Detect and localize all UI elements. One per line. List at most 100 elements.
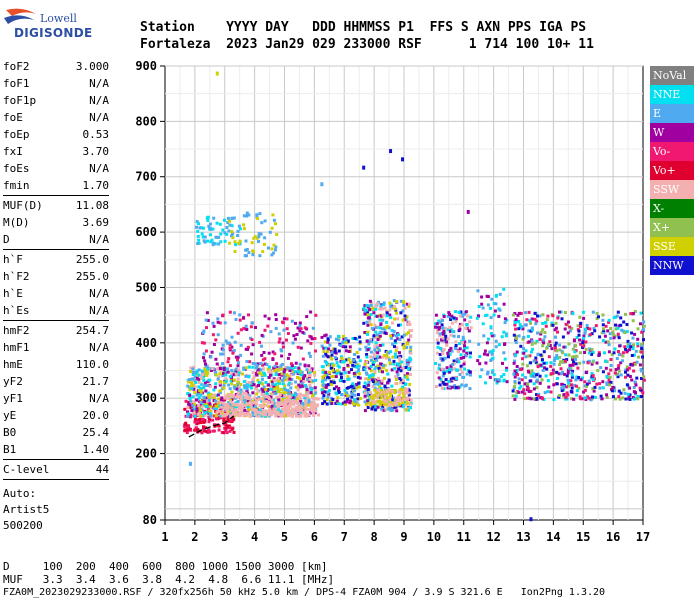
echo-point: [441, 352, 445, 356]
echo-point: [235, 387, 239, 391]
echo-point: [541, 322, 545, 325]
echo-point: [263, 236, 267, 240]
param-value: 20.0: [82, 409, 110, 422]
echo-point: [594, 324, 598, 328]
echo-point: [437, 319, 441, 323]
param-row: yF2 21.7: [3, 373, 109, 390]
echo-point: [332, 374, 335, 378]
echo-point: [388, 397, 391, 401]
echo-point: [483, 352, 486, 356]
echo-point: [627, 366, 631, 370]
echo-point: [485, 341, 489, 345]
echo-point: [547, 355, 551, 359]
echo-point: [551, 314, 555, 318]
echo-point: [239, 413, 242, 417]
echo-point: [283, 399, 287, 402]
echo-point: [230, 224, 234, 228]
echo-point: [560, 317, 564, 321]
echo-point: [391, 389, 395, 393]
echo-point: [568, 329, 572, 333]
echo-point: [232, 349, 236, 352]
echo-point: [387, 351, 391, 355]
echo-point: [441, 336, 445, 340]
echo-point: [640, 345, 644, 349]
echo-point: [237, 373, 241, 377]
echo-point: [612, 316, 616, 320]
echo-point: [312, 401, 316, 405]
echo-point: [227, 419, 231, 423]
param-row: B1 1.40: [3, 441, 109, 458]
param-row: foEp 0.53: [3, 126, 109, 143]
echo-point: [562, 385, 566, 389]
echo-point: [596, 369, 600, 372]
echo-point: [197, 400, 201, 403]
echo-point: [204, 349, 208, 353]
echo-point: [394, 355, 398, 359]
echo-point: [303, 412, 307, 416]
echo-point: [193, 370, 197, 374]
echo-point: [392, 367, 396, 371]
echo-point: [363, 362, 367, 366]
echo-point: [575, 354, 579, 358]
echo-point: [463, 367, 466, 371]
echo-point: [338, 378, 342, 382]
echo-point: [310, 337, 314, 341]
echo-point: [514, 318, 518, 322]
echo-point: [258, 404, 262, 408]
echo-point: [287, 383, 291, 387]
echo-point: [270, 392, 274, 396]
echo-point: [258, 371, 262, 375]
echo-point: [223, 218, 226, 222]
echo-point: [526, 354, 530, 358]
param-row: h`Es N/A: [3, 302, 109, 319]
echo-point: [226, 407, 230, 411]
echo-point: [309, 411, 312, 415]
auto-line: Artist5: [3, 503, 50, 516]
echo-point: [618, 344, 622, 348]
param-row: foF1p N/A: [3, 92, 109, 109]
echo-point: [268, 365, 272, 369]
echo-point: [437, 367, 441, 371]
echo-point: [529, 372, 533, 376]
echo-point: [603, 351, 606, 355]
echo-point: [376, 388, 380, 392]
echo-point: [467, 329, 471, 333]
echo-point: [311, 395, 314, 398]
echo-point: [187, 380, 190, 384]
echo-point: [305, 368, 309, 372]
echo-point: [224, 427, 228, 431]
echo-point: [388, 391, 392, 395]
echo-point: [630, 331, 634, 335]
echo-point: [405, 358, 409, 362]
echo-point: [320, 182, 324, 187]
param-value: 3.70: [82, 145, 110, 158]
echo-point: [197, 373, 201, 377]
echo-point: [487, 337, 490, 341]
echo-point: [456, 350, 460, 353]
echo-point: [613, 389, 617, 393]
echo-point: [364, 345, 368, 349]
echo-point: [254, 405, 257, 409]
echo-point: [259, 362, 263, 365]
echo-point: [341, 345, 345, 349]
echo-point: [564, 345, 567, 349]
echo-point: [636, 327, 640, 331]
echo-point: [492, 373, 496, 377]
param-value: 3.000: [75, 60, 109, 73]
profile-trace: [188, 415, 235, 438]
echo-point: [184, 399, 188, 403]
echo-point: [366, 323, 370, 327]
echo-point: [202, 379, 206, 382]
echo-point: [513, 380, 517, 383]
param-name: M(D): [3, 216, 30, 229]
echo-point: [581, 376, 584, 380]
echo-point: [212, 324, 216, 328]
echo-point: [245, 393, 249, 397]
x-tick-label: 9: [400, 530, 407, 544]
echo-point: [625, 365, 629, 369]
echo-point: [351, 363, 355, 367]
echo-point: [408, 323, 412, 326]
echo-point: [274, 373, 278, 377]
echo-point: [568, 363, 572, 367]
echo-point: [527, 389, 531, 393]
